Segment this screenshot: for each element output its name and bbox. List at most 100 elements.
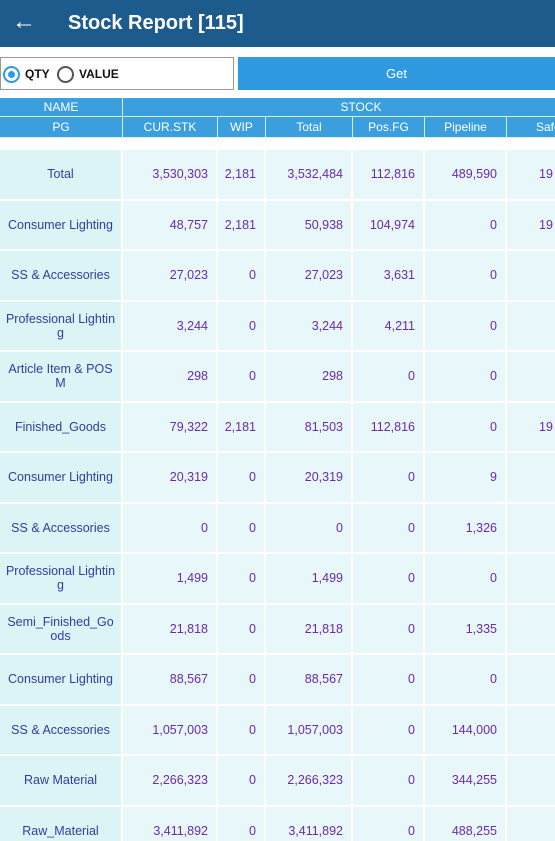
row-name: SS & Accessories xyxy=(0,251,123,302)
row-name: Consumer Lighting xyxy=(0,655,123,706)
cell: 0 xyxy=(123,503,218,554)
cell: 0 xyxy=(425,301,507,352)
cell xyxy=(507,301,555,352)
cell: 344,255 xyxy=(425,756,507,807)
cell: 3,411,892 xyxy=(266,806,353,841)
cell: 0 xyxy=(218,655,266,706)
cell: 0 xyxy=(425,251,507,302)
cell: 3,411,892 xyxy=(123,806,218,841)
radio-value[interactable] xyxy=(57,66,74,83)
cell: 81,503 xyxy=(266,402,353,453)
cell: 0 xyxy=(218,251,266,302)
cell xyxy=(507,604,555,655)
cell: 2,181 xyxy=(218,402,266,453)
cell: 1,335 xyxy=(425,604,507,655)
cell: 0 xyxy=(218,806,266,841)
cell: 0 xyxy=(353,655,425,706)
cell: 1,499 xyxy=(123,554,218,605)
cell: 0 xyxy=(218,301,266,352)
row-name: Semi_Finished_Goods xyxy=(0,604,123,655)
radio-label: VALUE xyxy=(79,67,119,81)
cell xyxy=(507,352,555,403)
row-name: SS & Accessories xyxy=(0,705,123,756)
cell: 1,326 xyxy=(425,503,507,554)
row-name: Consumer Lighting xyxy=(0,200,123,251)
cell: 0 xyxy=(218,352,266,403)
cell: 1,057,003 xyxy=(123,705,218,756)
cell xyxy=(507,705,555,756)
cell: 489,590 xyxy=(425,150,507,201)
cell: 0 xyxy=(218,453,266,504)
cell: 0 xyxy=(353,806,425,841)
cell: 20,319 xyxy=(123,453,218,504)
cell: 0 xyxy=(353,705,425,756)
radio-label: QTY xyxy=(25,67,50,81)
cell xyxy=(507,251,555,302)
column-header: Pos.FG xyxy=(353,117,425,138)
cell xyxy=(507,503,555,554)
row-name: SS & Accessories xyxy=(0,503,123,554)
cell: 2,181 xyxy=(218,150,266,201)
cell: 88,567 xyxy=(266,655,353,706)
cell: 27,023 xyxy=(123,251,218,302)
cell: 0 xyxy=(218,756,266,807)
cell: 298 xyxy=(266,352,353,403)
cell: 0 xyxy=(353,453,425,504)
cell xyxy=(507,554,555,605)
row-name: Raw_Material xyxy=(0,806,123,841)
row-name: Finished_Goods xyxy=(0,402,123,453)
cell: 0 xyxy=(353,503,425,554)
cell: 0 xyxy=(353,756,425,807)
column-header: WIP xyxy=(218,117,266,138)
cell: 48,757 xyxy=(123,200,218,251)
cell: 104,974 xyxy=(353,200,425,251)
row-name: Raw Material xyxy=(0,756,123,807)
cell: 19 xyxy=(507,150,555,201)
cell: 298 xyxy=(123,352,218,403)
cell: 0 xyxy=(425,402,507,453)
cell: 21,818 xyxy=(266,604,353,655)
cell: 2,266,323 xyxy=(266,756,353,807)
cell: 488,255 xyxy=(425,806,507,841)
cell: 79,322 xyxy=(123,402,218,453)
column-header: PG xyxy=(0,117,123,138)
column-header: Safety xyxy=(507,117,555,138)
radio-qty[interactable] xyxy=(3,66,20,83)
cell: 21,818 xyxy=(123,604,218,655)
cell: 112,816 xyxy=(353,150,425,201)
cell: 19 xyxy=(507,200,555,251)
app-bar xyxy=(0,0,555,47)
group-header: NAME xyxy=(0,98,123,117)
get-button[interactable]: Get xyxy=(238,57,555,90)
column-header: Pipeline xyxy=(425,117,507,138)
cell: 3,631 xyxy=(353,251,425,302)
cell: 1,499 xyxy=(266,554,353,605)
cell: 3,244 xyxy=(123,301,218,352)
cell xyxy=(507,453,555,504)
cell: 3,532,484 xyxy=(266,150,353,201)
cell: 144,000 xyxy=(425,705,507,756)
cell xyxy=(507,655,555,706)
cell: 19 xyxy=(507,402,555,453)
row-name: Professional Lighting xyxy=(0,554,123,605)
cell: 0 xyxy=(218,503,266,554)
cell: 0 xyxy=(218,705,266,756)
cell: 0 xyxy=(425,352,507,403)
cell: 88,567 xyxy=(123,655,218,706)
cell: 4,211 xyxy=(353,301,425,352)
group-header: STOCK xyxy=(123,98,555,117)
cell: 0 xyxy=(353,554,425,605)
cell: 0 xyxy=(353,352,425,403)
cell: 3,244 xyxy=(266,301,353,352)
cell: 112,816 xyxy=(353,402,425,453)
cell: 2,266,323 xyxy=(123,756,218,807)
cell xyxy=(507,806,555,841)
row-name: Consumer Lighting xyxy=(0,453,123,504)
cell: 9 xyxy=(425,453,507,504)
column-header: CUR.STK xyxy=(123,117,218,138)
cell: 0 xyxy=(425,200,507,251)
back-button[interactable]: ← xyxy=(12,8,36,35)
column-header: Total xyxy=(266,117,353,138)
screen-title: Stock Report [115] xyxy=(68,12,244,34)
